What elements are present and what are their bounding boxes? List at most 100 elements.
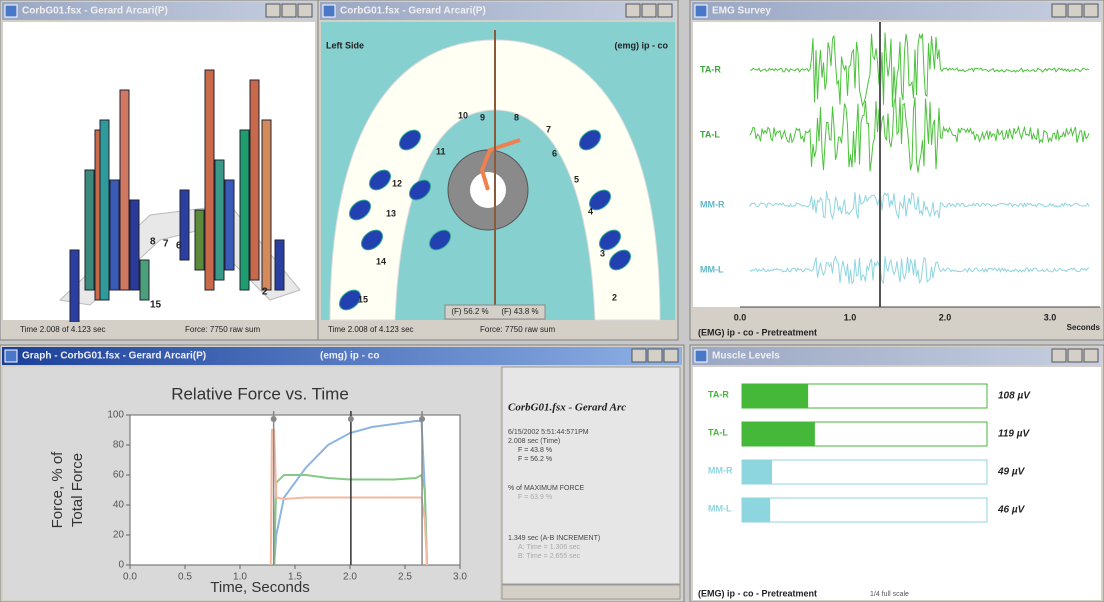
level-track [742, 460, 987, 484]
force-bar-3d [130, 200, 139, 290]
tooth-number: 13 [386, 208, 396, 218]
x-tick-label: 3.0 [453, 572, 467, 583]
minimize-button[interactable] [1052, 349, 1066, 362]
channel-label: MM-R [700, 199, 725, 209]
tooth-label: 15 [150, 300, 162, 311]
y-tick-label: 0 [118, 560, 124, 571]
close-button[interactable] [298, 4, 312, 17]
percent-right: (F) 43.8 % [501, 307, 538, 316]
info-text: 1.349 sec (A-B INCREMENT) [508, 535, 600, 542]
desktop: CorbG01.fsx - Gerard Arcari(P)876152Time… [0, 0, 1104, 602]
info-panel [502, 367, 680, 584]
minimize-button[interactable] [266, 4, 280, 17]
info-text: F = 56.2 % [518, 456, 552, 463]
category-label: MM-L [708, 503, 732, 513]
info-text: 2.008 sec (Time) [508, 438, 560, 445]
side-label: Left Side [326, 40, 364, 50]
close-button[interactable] [1084, 4, 1098, 17]
close-button[interactable] [664, 349, 678, 362]
maximize-button[interactable] [1068, 4, 1082, 17]
time-tick-label: 0.0 [734, 312, 747, 322]
maximize-button[interactable] [282, 4, 296, 17]
tooth-label: 8 [150, 237, 156, 248]
force-bar-3d [110, 180, 119, 290]
category-label: TA-L [708, 427, 728, 437]
tooth-number: 12 [392, 178, 402, 188]
x-tick-label: 0.5 [178, 572, 192, 583]
window-title: CorbG01.fsx - Gerard Arcari(P) [22, 6, 168, 17]
window-title: Graph - CorbG01.fsx - Gerard Arcari(P) [22, 351, 206, 362]
category-label: TA-R [708, 389, 729, 399]
force-bar-3d [225, 180, 234, 270]
scale-note: 1/4 full scale [870, 591, 909, 598]
tooth-label: 6 [176, 241, 182, 252]
y-tick-label: 100 [107, 410, 124, 421]
level-bar [742, 460, 772, 484]
channel-label: TA-L [700, 129, 720, 139]
info-text: % of MAXIMUM FORCE [508, 485, 585, 492]
window-icon [695, 350, 707, 362]
level-track [742, 498, 987, 522]
force-bar-3d [262, 120, 271, 290]
cursor-handle[interactable] [348, 416, 354, 422]
window-icon [323, 5, 335, 17]
y-axis-label: Total Force [69, 453, 86, 527]
force-bar-3d [140, 260, 149, 300]
maximize-button[interactable] [648, 349, 662, 362]
info-title: CorbG01.fsx - Gerard Arc [508, 402, 626, 414]
info-text: B: Time = 2.655 sec [518, 553, 581, 560]
tooth-number: 7 [546, 124, 551, 134]
minimize-button[interactable] [1052, 4, 1066, 17]
force-bar-3d [120, 90, 129, 290]
tooth-number: 3 [600, 248, 605, 258]
force-bar-3d [195, 210, 204, 270]
maximize-button[interactable] [642, 4, 656, 17]
force-bar-3d [275, 240, 284, 290]
x-tick-label: 2.0 [343, 572, 357, 583]
close-button[interactable] [658, 4, 672, 17]
level-bar [742, 384, 808, 408]
status-text: Force: 7750 raw sum [480, 325, 555, 334]
minimize-button[interactable] [632, 349, 646, 362]
info-text: F = 43.8 % [518, 447, 552, 454]
cursor-handle[interactable] [419, 416, 425, 422]
time-tick-label: 3.0 [1044, 312, 1057, 322]
cursor-handle[interactable] [271, 416, 277, 422]
scrollbar[interactable] [502, 585, 680, 599]
close-button[interactable] [1084, 349, 1098, 362]
y-tick-label: 20 [113, 530, 125, 541]
y-tick-label: 60 [113, 470, 125, 481]
window-icon [695, 5, 707, 17]
tooth-label: 7 [163, 239, 169, 250]
status-text: (EMG) ip - co - Pretreatment [698, 327, 817, 337]
x-axis-label: Time, Seconds [210, 579, 310, 596]
percent-left: (F) 56.2 % [451, 307, 488, 316]
y-tick-label: 40 [113, 500, 125, 511]
tooth-number: 2 [612, 292, 617, 302]
window-icon [5, 5, 17, 17]
y-axis-label: Force, % of [49, 451, 66, 529]
value-label: 46 µV [997, 505, 1026, 516]
minimize-button[interactable] [626, 4, 640, 17]
tooth-number: 9 [480, 112, 485, 122]
force-bar-3d [215, 160, 224, 280]
value-label: 108 µV [998, 391, 1031, 402]
y-tick-label: 80 [113, 440, 125, 451]
info-text: 6/15/2002 5:51:44:571PM [508, 429, 589, 436]
force-bar-3d [100, 120, 109, 300]
chart-title: Relative Force vs. Time [171, 384, 349, 403]
channel-label: MM-L [700, 264, 724, 274]
info-text: F = 63.9 % [518, 494, 552, 501]
maximize-button[interactable] [1068, 349, 1082, 362]
tooth-number: 8 [514, 112, 519, 122]
mode-label: (emg) ip - co [615, 40, 669, 50]
time-unit: Seconds [1067, 323, 1101, 332]
force-bar-3d [240, 130, 249, 290]
force-bar-3d [70, 250, 79, 330]
x-tick-label: 2.5 [398, 572, 412, 583]
time-tick-label: 1.0 [844, 312, 857, 322]
status-text: Time 2.008 of 4.123 sec [20, 325, 106, 334]
x-tick-label: 0.0 [123, 572, 137, 583]
category-label: MM-R [708, 465, 733, 475]
channel-label: TA-R [700, 64, 721, 74]
